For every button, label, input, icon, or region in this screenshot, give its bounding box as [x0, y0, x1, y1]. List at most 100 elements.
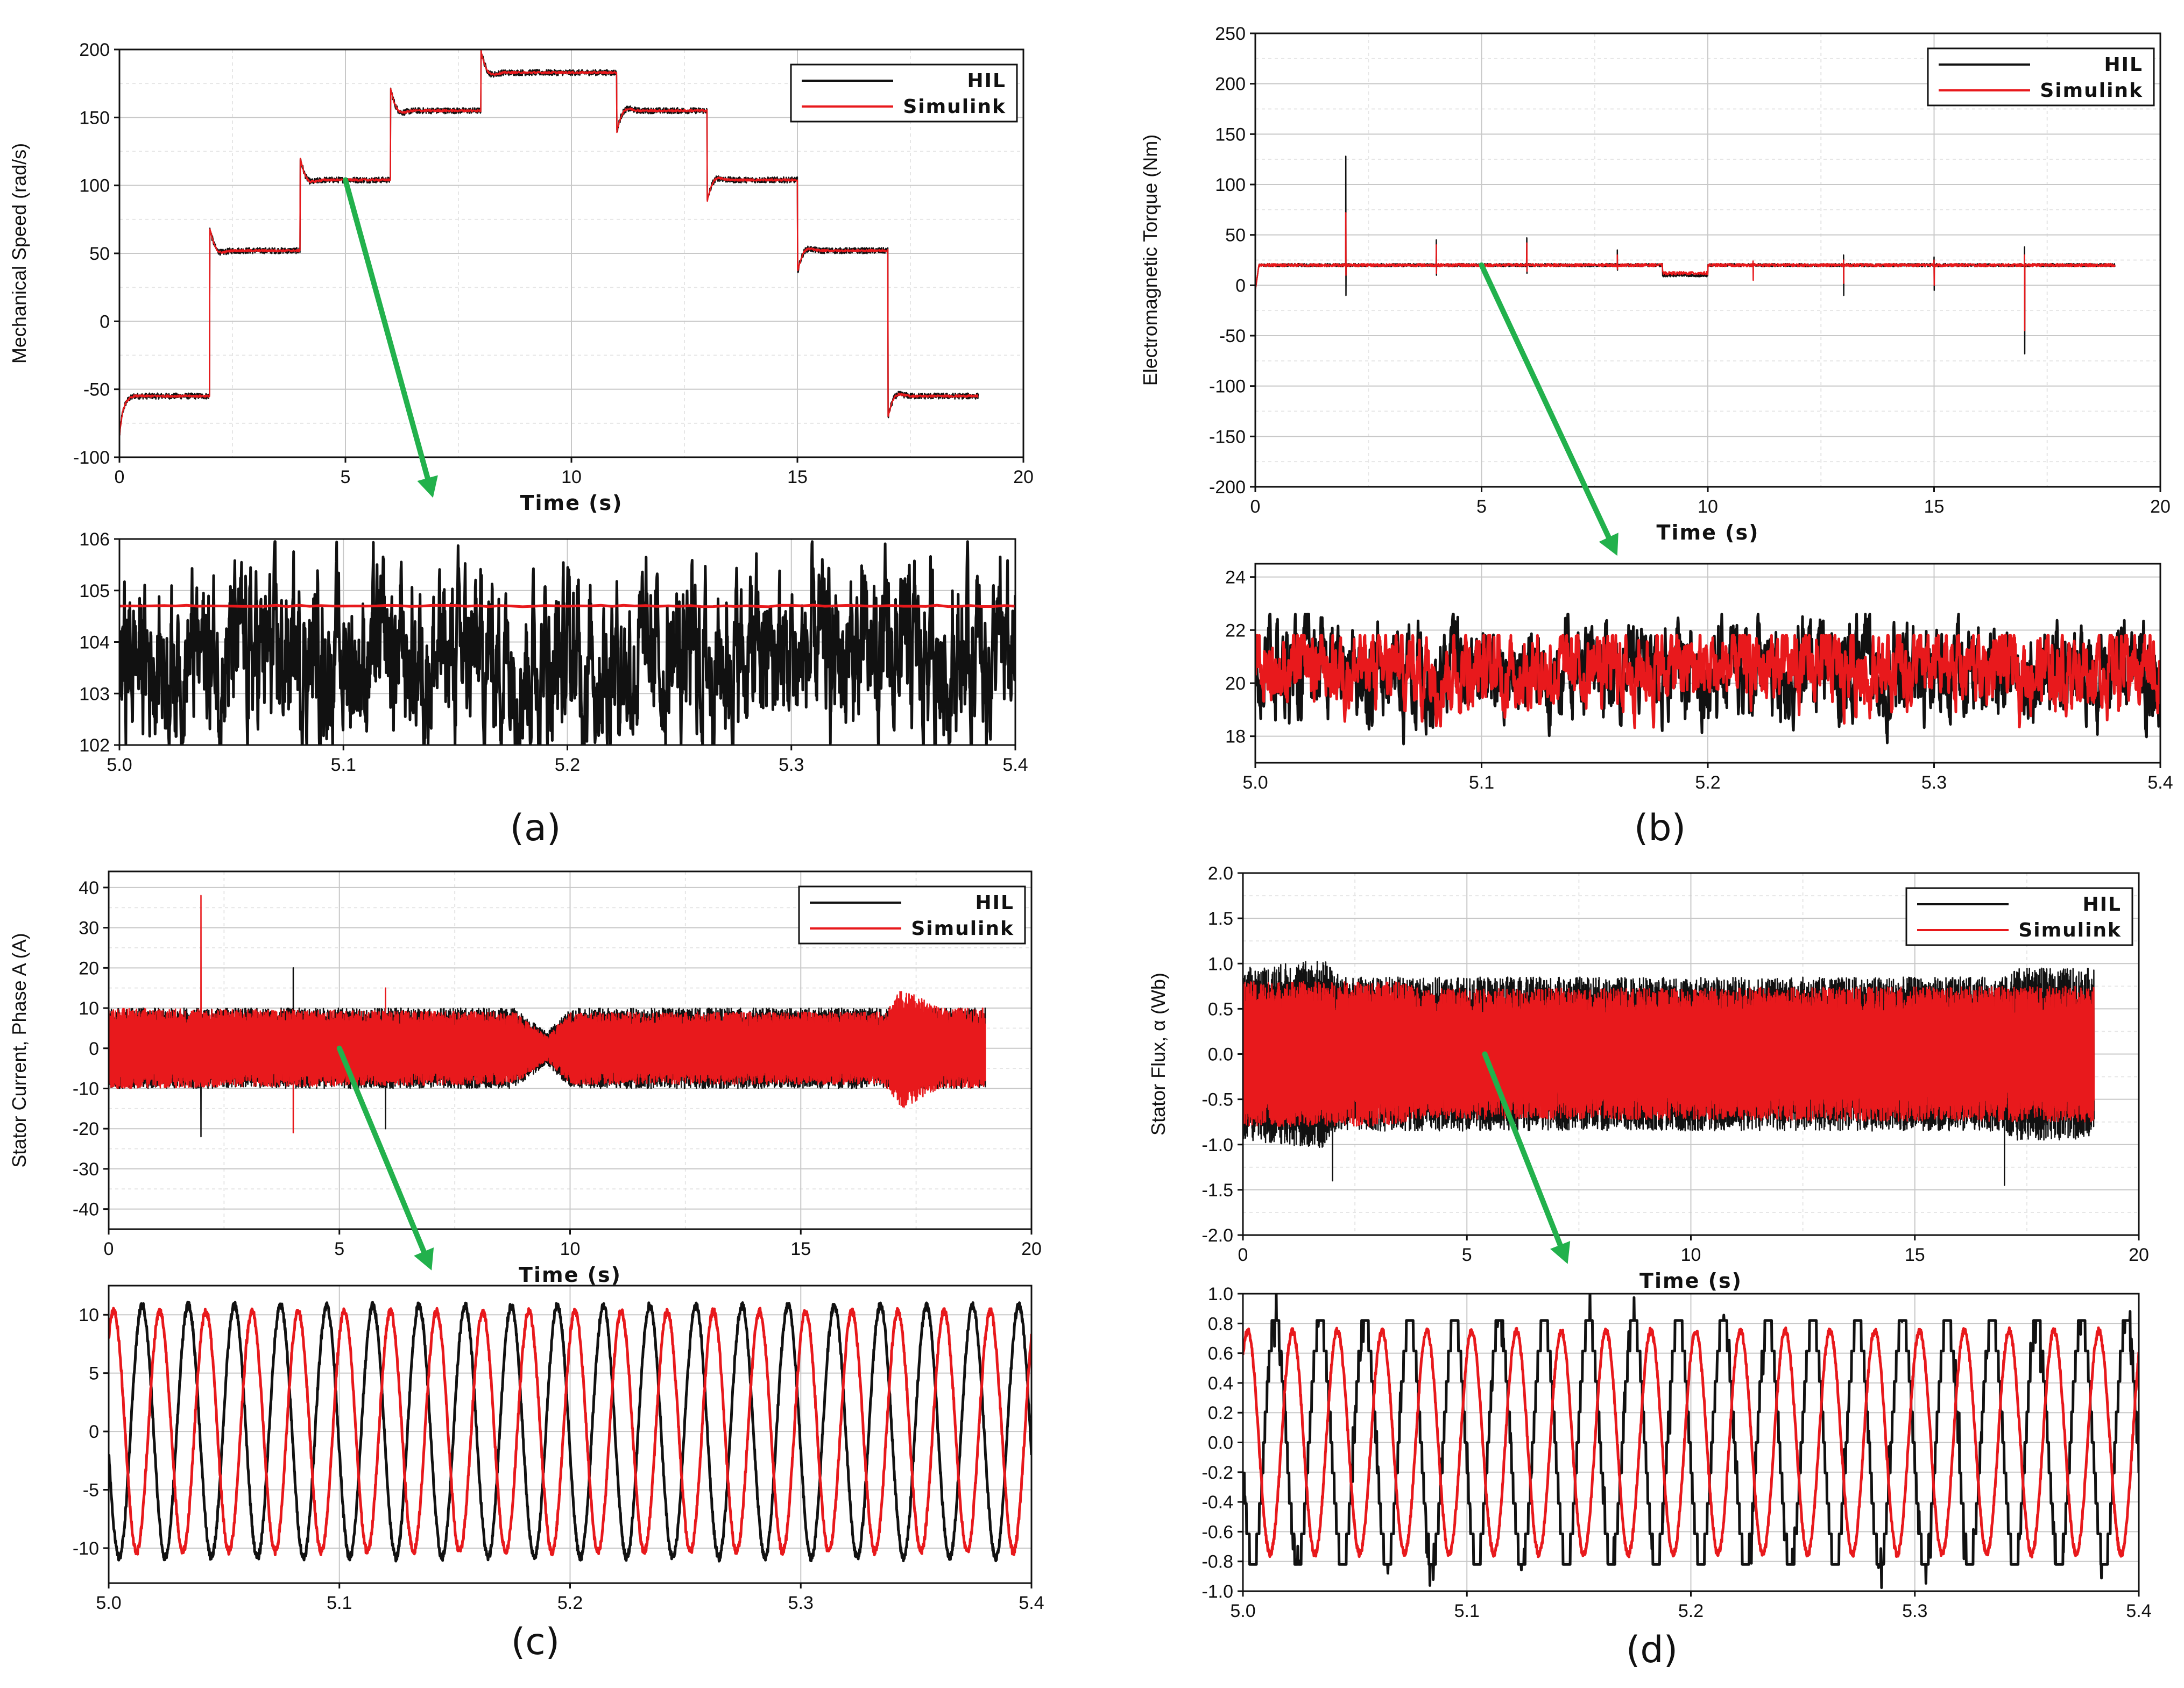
zoom-arrow-head	[414, 1247, 434, 1271]
y-tick-label: 200	[79, 40, 110, 60]
legend-label-simulink: Simulink	[911, 918, 1014, 940]
legend-box	[798, 885, 1026, 945]
plot-frame	[118, 48, 1024, 458]
x-tick-label: 0	[1250, 497, 1261, 517]
y-tick-label: 0.5	[1208, 999, 1233, 1019]
y-tick-label: 50	[1225, 225, 1246, 246]
series-simulink-line	[1243, 1326, 2139, 1559]
x-tick-label: 0	[104, 1239, 114, 1259]
y-tick-label: 0	[100, 311, 110, 332]
series-hil-line	[119, 540, 1015, 745]
x-tick-label: 20	[1021, 1239, 1042, 1259]
y-tick-label: 0.8	[1208, 1314, 1233, 1334]
y-tick-label: -100	[1209, 377, 1246, 397]
x-tick-label: 5.2	[1695, 772, 1720, 793]
x-tick-label: 5	[341, 467, 351, 487]
x-tick-label: 5.3	[1921, 772, 1947, 793]
y-tick-label: 0	[89, 1422, 99, 1442]
y-axis-label: Stator Current, Phase A (A)	[8, 933, 30, 1167]
y-tick-label: -0.4	[1201, 1492, 1233, 1513]
y-tick-label: -1.5	[1201, 1180, 1233, 1201]
x-axis-label: Time (s)	[520, 491, 623, 515]
y-tick-label: 0.0	[1208, 1433, 1233, 1453]
zoom-arrow-shaft	[343, 177, 430, 481]
x-tick-label: 5.0	[107, 755, 132, 775]
legend-label-simulink: Simulink	[2018, 919, 2122, 941]
legend-label-hil: HIL	[976, 892, 1014, 914]
x-tick-label: 10	[1698, 497, 1718, 517]
y-tick-label: 150	[1215, 124, 1246, 145]
x-tick-label: 5.2	[1678, 1601, 1704, 1621]
x-tick-label: 15	[1905, 1245, 1925, 1265]
y-tick-label: -50	[1219, 326, 1246, 346]
current-chart: 0 5 10 15 20 -40 -30 -20 -10 0 10 20 30 40 Stator Curr…	[8, 870, 1042, 1287]
y-tick-label: 0.6	[1208, 1344, 1233, 1364]
y-tick-label: 250	[1215, 24, 1246, 44]
flux-chart: 0 5 10 15 20 -2.0 -1.5 -1.0 -0.5 0.0 0.5 1.0 1.5 2.0 S…	[1147, 863, 2149, 1293]
current-zoom-chart: 5.0 5.1 5.2 5.3 5.4 -10 -5 0 5 10	[73, 1285, 1044, 1613]
x-tick-label: 10	[561, 467, 582, 487]
zoom-arrow-shaft	[336, 1045, 427, 1254]
series-simulink-line	[1255, 634, 2160, 729]
y-tick-label: 105	[79, 581, 110, 601]
legend: HIL Simulink	[1927, 47, 2155, 107]
y-tick-label: 1.0	[1208, 1284, 1233, 1304]
plot-frame	[108, 870, 1033, 1230]
x-tick-label: 5.2	[555, 755, 580, 775]
series-simulink-line	[1255, 212, 2116, 331]
x-tick-label: 5.2	[557, 1593, 583, 1613]
y-tick-label: -10	[73, 1538, 99, 1559]
legend: HIL Simulink	[1905, 887, 2133, 946]
y-tick-label: 0.4	[1208, 1373, 1233, 1394]
y-tick-label: 24	[1225, 568, 1246, 588]
y-tick-label: 1.5	[1208, 909, 1233, 929]
y-tick-label: -1.0	[1201, 1135, 1233, 1155]
y-tick-label: 40	[79, 878, 99, 898]
plot-frame	[108, 1285, 1033, 1584]
y-tick-label: 18	[1225, 727, 1246, 747]
x-tick-label: 20	[2150, 497, 2171, 517]
y-tick-label: -5	[83, 1480, 99, 1501]
series-simulink-line	[1243, 981, 2095, 1127]
y-tick-label: 20	[1225, 673, 1246, 694]
torque-chart: 0 5 10 15 20 -200 -150 -100 -50 0 50 100 150 200 250 El…	[1139, 24, 2171, 544]
y-tick-label: -10	[73, 1079, 99, 1099]
y-axis-label: Mechanical Speed (rad/s)	[8, 143, 30, 364]
y-axis-label: Stator Flux, α (Wb)	[1147, 973, 1169, 1136]
speed-chart: 0 5 10 15 20 -100 -50 0 50 100 150 200 Mechanical Sp…	[8, 40, 1034, 515]
plot-frame	[1254, 32, 2161, 488]
x-tick-label: 5.4	[1002, 755, 1028, 775]
zoom-arrow-shaft	[1482, 1051, 1563, 1248]
x-tick-label: 5.1	[331, 755, 356, 775]
y-tick-label: -50	[83, 380, 110, 400]
y-tick-label: 10	[79, 1305, 99, 1325]
legend-box	[1927, 47, 2155, 107]
legend-label-hil: HIL	[2104, 54, 2143, 76]
y-tick-label: -0.8	[1201, 1552, 1233, 1572]
x-tick-label: 5.1	[1454, 1601, 1480, 1621]
x-tick-label: 5.3	[788, 1593, 814, 1613]
y-tick-label: 200	[1215, 74, 1246, 95]
series-hil-line	[109, 1301, 1031, 1563]
y-tick-label: 20	[79, 958, 99, 978]
y-tick-label: 100	[79, 176, 110, 196]
y-tick-label: -0.5	[1201, 1090, 1233, 1110]
y-tick-label: 104	[79, 633, 110, 653]
y-tick-label: 150	[79, 108, 110, 128]
y-tick-label: -150	[1209, 427, 1246, 447]
y-tick-label: 106	[79, 529, 110, 550]
zoom-arrow-head	[1599, 533, 1618, 556]
legend: HIL Simulink	[790, 63, 1018, 123]
x-tick-label: 10	[560, 1239, 581, 1259]
y-tick-label: -100	[73, 448, 110, 468]
x-tick-label: 5.4	[1019, 1593, 1044, 1613]
x-tick-label: 5.3	[1902, 1601, 1927, 1621]
legend-label-simulink: Simulink	[2040, 80, 2143, 102]
y-tick-label: -0.2	[1201, 1463, 1233, 1483]
y-tick-label: 103	[79, 684, 110, 704]
x-tick-label: 15	[790, 1239, 811, 1259]
x-tick-label: 5	[1462, 1245, 1472, 1265]
y-tick-label: 102	[79, 735, 110, 756]
zoom-arrow-head	[417, 475, 438, 498]
